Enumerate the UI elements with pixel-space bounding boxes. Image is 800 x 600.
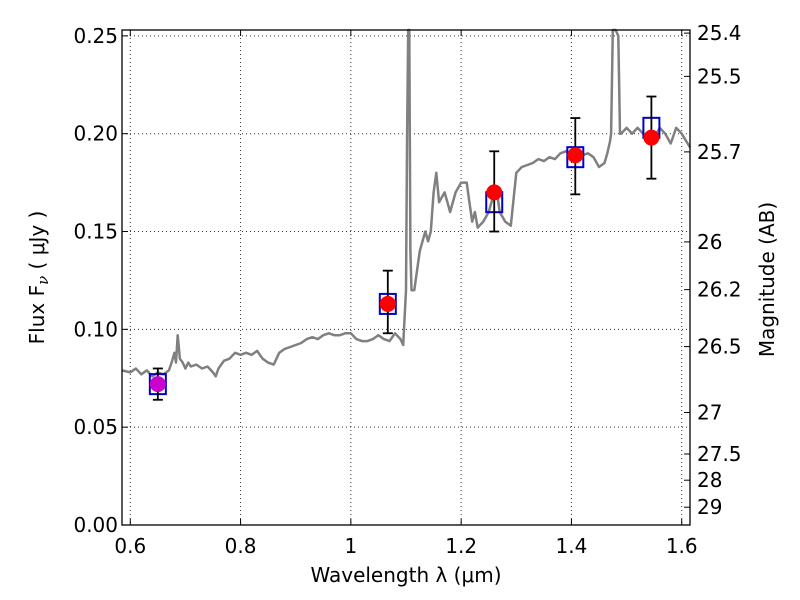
- y2-tick-label: 27.5: [697, 442, 742, 466]
- y2-tick-label: 25.5: [697, 64, 742, 88]
- y-tick-label: 0.20: [73, 122, 118, 146]
- x-tick-label: 1.2: [445, 534, 477, 558]
- y2-tick-label: 27: [697, 401, 722, 425]
- y-tick-label: 0.10: [73, 317, 118, 341]
- x-tick-label: 1: [344, 534, 357, 558]
- x-tick-label: 1.6: [666, 534, 698, 558]
- y2-tick-label: 26.5: [697, 335, 742, 359]
- marker-layer: [148, 95, 661, 401]
- y-axis-label-sub: ν: [34, 276, 52, 285]
- y2-tick-label: 26: [697, 230, 722, 254]
- x-tick-label: 0.8: [225, 534, 257, 558]
- x-axis-label: Wavelength λ (μm): [310, 563, 501, 587]
- y-axis-label-unit: ( μJy ): [25, 211, 49, 276]
- y-tick-label: 0.25: [73, 24, 118, 48]
- x-tick-label: 0.6: [114, 534, 146, 558]
- plot-frame: [121, 29, 691, 526]
- spectrum-layer: [121, 28, 692, 378]
- observed-photometry-point: [149, 376, 166, 393]
- y2-tick-label: 26.2: [697, 278, 742, 302]
- y-tick-label: 0.00: [73, 513, 118, 537]
- y-axis-label-main: Flux F: [25, 285, 49, 344]
- y2-axis-label: Magnitude (AB): [755, 202, 779, 357]
- y-axis-label: Flux Fν ( μJy ): [25, 211, 52, 345]
- series-model-spectrum: [121, 28, 692, 378]
- y2-tick-label: 28: [697, 468, 722, 492]
- y2-tick-label: 25.4: [697, 21, 742, 45]
- y-tick-label: 0.05: [73, 415, 118, 439]
- observed-photometry-point: [643, 129, 660, 146]
- observed-photometry-point: [486, 184, 503, 201]
- tick-layer: 0.6 0.8 1 1.2 1.4 1.6 0.00 0.05 0.10 0.15 0.20 0.25…: [73, 21, 741, 558]
- y2-tick-label: 29: [697, 495, 722, 519]
- x-tick-label: 1.4: [556, 534, 588, 558]
- y-tick-label: 0.15: [73, 220, 118, 244]
- observed-photometry-point: [567, 147, 584, 164]
- observed-photometry-point: [379, 295, 396, 312]
- y2-tick-label: 25.7: [697, 140, 742, 164]
